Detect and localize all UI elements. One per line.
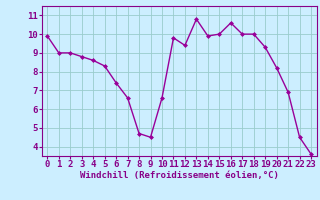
X-axis label: Windchill (Refroidissement éolien,°C): Windchill (Refroidissement éolien,°C) [80,171,279,180]
